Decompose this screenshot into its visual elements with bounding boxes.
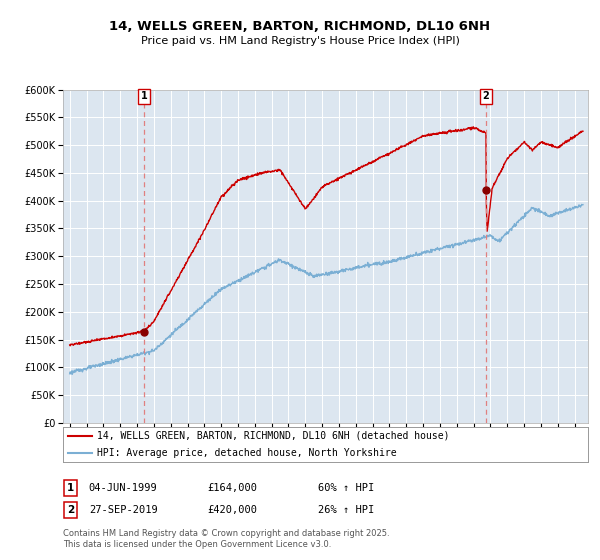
Text: 26% ↑ HPI: 26% ↑ HPI (318, 505, 374, 515)
Text: 2: 2 (67, 505, 74, 515)
Text: 1: 1 (141, 91, 148, 101)
Text: 27-SEP-2019: 27-SEP-2019 (89, 505, 158, 515)
Text: 14, WELLS GREEN, BARTON, RICHMOND, DL10 6NH (detached house): 14, WELLS GREEN, BARTON, RICHMOND, DL10 … (97, 431, 449, 441)
Text: 60% ↑ HPI: 60% ↑ HPI (318, 483, 374, 493)
Text: HPI: Average price, detached house, North Yorkshire: HPI: Average price, detached house, Nort… (97, 449, 397, 458)
Text: Price paid vs. HM Land Registry's House Price Index (HPI): Price paid vs. HM Land Registry's House … (140, 36, 460, 46)
Text: £420,000: £420,000 (207, 505, 257, 515)
Text: 1: 1 (67, 483, 74, 493)
Text: 2: 2 (482, 91, 490, 101)
Text: 04-JUN-1999: 04-JUN-1999 (89, 483, 158, 493)
Text: 14, WELLS GREEN, BARTON, RICHMOND, DL10 6NH: 14, WELLS GREEN, BARTON, RICHMOND, DL10 … (109, 20, 491, 32)
Text: Contains HM Land Registry data © Crown copyright and database right 2025.
This d: Contains HM Land Registry data © Crown c… (63, 529, 389, 549)
Text: £164,000: £164,000 (207, 483, 257, 493)
